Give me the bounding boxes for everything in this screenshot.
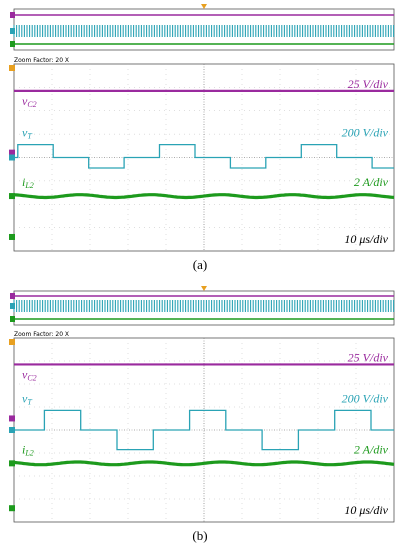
- overview-channel-marker: [10, 41, 15, 47]
- channel-marker-vc2: [9, 415, 15, 422]
- channel-marker-vT: [9, 154, 15, 161]
- graticule: [14, 338, 394, 522]
- zoom-factor-label: Zoom Factor: 20 X: [14, 331, 69, 338]
- zoom-factor-label: Zoom Factor: 20 X: [14, 57, 69, 64]
- main-screen: vC2 25 V/div vT 200 V/div iL2 2 A/div 10 μs/di…: [9, 63, 395, 252]
- channel-marker-iL2: [9, 193, 15, 200]
- channel-marker-ref: [9, 233, 15, 240]
- channel-marker-trigger: [9, 339, 15, 345]
- overview-channel-marker: [10, 28, 15, 34]
- overview-strip: [10, 4, 395, 51]
- vT-trace: [14, 409, 394, 451]
- vT-name-label: vT: [22, 126, 32, 141]
- iL2-scale-label: 2 A/div: [354, 442, 389, 456]
- overview-vT-trace: [13, 25, 395, 37]
- iL2-trace: [13, 193, 395, 200]
- vc2-name-label: vC2: [22, 94, 37, 109]
- time-scale-label: 10 μs/div: [344, 503, 388, 517]
- vT-scale-label: 200 V/div: [342, 126, 389, 140]
- overview-strip: [10, 286, 395, 326]
- overview-channel-marker: [10, 293, 15, 299]
- oscilloscope-display: Zoom Factor: 20 X vC2 25 V/div vT 200 V/div i…: [9, 286, 395, 523]
- vT-trace: [14, 143, 394, 169]
- vc2-name-label: vC2: [22, 367, 37, 382]
- vc2-scale-label: 25 V/div: [348, 77, 389, 91]
- channel-marker-vT: [9, 427, 15, 433]
- vT-name-label: vT: [22, 391, 32, 406]
- caption-a: (a): [192, 257, 208, 272]
- oscilloscope-panel-b: Zoom Factor: 20 X vC2 25 V/div vT 200 V/div i…: [0, 275, 400, 525]
- oscilloscope-panel-a: Zoom Factor: 20 X vC2 25 V/div vT 200 V/div i…: [0, 0, 400, 258]
- channel-marker-iL2: [9, 460, 15, 467]
- iL2-name-label: iL2: [22, 442, 34, 457]
- overview-channel-marker: [10, 303, 15, 309]
- trigger-marker: [201, 4, 207, 9]
- iL2-name-label: iL2: [22, 175, 34, 190]
- iL2-scale-label: 2 A/div: [354, 175, 389, 189]
- trigger-arrow: [201, 4, 207, 9]
- trigger-arrow: [201, 286, 207, 291]
- channel-marker-trigger: [9, 65, 15, 71]
- channel-marker-vc2: [9, 149, 15, 156]
- vc2-scale-label: 25 V/div: [348, 350, 389, 364]
- channel-marker-ref: [9, 505, 15, 512]
- iL2-trace: [13, 460, 395, 467]
- overview-channel-marker: [10, 12, 15, 18]
- overview-vT-trace: [13, 300, 395, 312]
- time-scale-label: 10 μs/div: [344, 232, 388, 246]
- oscilloscope-display: Zoom Factor: 20 X vC2 25 V/div vT 200 V/div i…: [9, 4, 395, 252]
- vT-scale-label: 200 V/div: [342, 391, 389, 405]
- trigger-marker: [201, 286, 207, 291]
- overview-channel-marker: [10, 316, 15, 322]
- main-screen: vC2 25 V/div vT 200 V/div iL2 2 A/div 10 μs/di…: [9, 337, 395, 523]
- caption-b: (b): [192, 528, 208, 543]
